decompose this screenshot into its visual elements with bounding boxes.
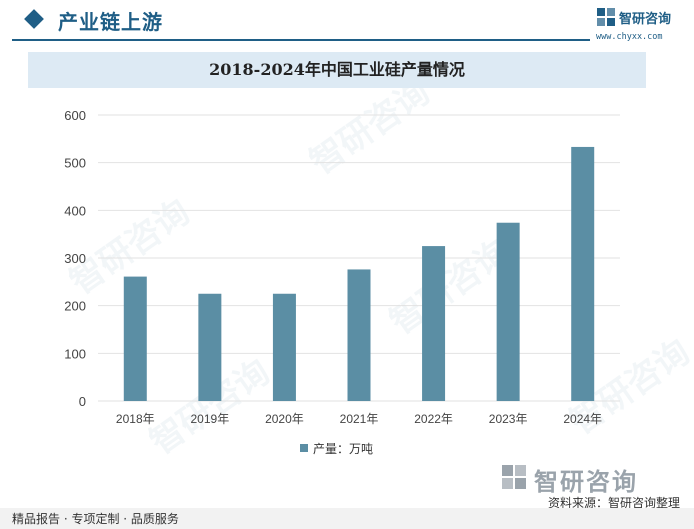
slogan: 精品报告 · 专项定制 · 品质服务 — [12, 512, 179, 526]
section-title: 产业链上游 — [58, 10, 163, 34]
bottom-bar: 精品报告 · 专项定制 · 品质服务 — [0, 508, 694, 529]
bar — [123, 276, 147, 401]
bar — [272, 293, 296, 401]
chart-title-bar: 2018-2024年中国工业硅产量情况 — [28, 52, 646, 88]
header-divider — [12, 39, 590, 41]
data-source: 资料来源：智研咨询整理 — [547, 496, 680, 510]
brand-logo: 智研咨询 www.chyxx.com — [596, 6, 692, 42]
y-tick-label: 400 — [64, 203, 86, 218]
bar — [347, 269, 371, 401]
y-tick-label: 0 — [79, 394, 86, 409]
brand-url: www.chyxx.com — [596, 32, 663, 42]
diamond-icon — [24, 9, 44, 29]
x-tick-label: 2019年 — [191, 412, 230, 426]
bars — [123, 146, 595, 401]
x-axis-ticks: 2018年 2019年 2020年 2021年 2022年 2023年 2024年 — [116, 412, 602, 426]
y-tick-label: 300 — [64, 251, 86, 266]
footer-logo-text: 智研咨询 — [534, 468, 638, 496]
y-tick-label: 200 — [64, 299, 86, 314]
bar-chart: 0 100 200 300 400 500 600 2018年 2019年 2020年 2021年… — [64, 108, 620, 426]
x-tick-label: 2018年 — [116, 412, 155, 426]
page-header: 产业链上游 — [0, 0, 694, 44]
y-tick-label: 500 — [64, 156, 86, 171]
bar — [422, 246, 446, 401]
legend-swatch — [300, 444, 308, 452]
x-tick-label: 2024年 — [563, 412, 602, 426]
footer-logo-icon — [502, 465, 526, 489]
x-tick-label: 2020年 — [265, 412, 304, 426]
brand-name: 智研咨询 — [619, 12, 672, 27]
x-tick-label: 2021年 — [340, 412, 379, 426]
legend: 产量：万吨 — [300, 440, 373, 456]
bar — [571, 146, 595, 401]
brand-logo-icon — [597, 8, 615, 26]
footer-logo: 智研咨询 — [500, 463, 670, 496]
y-axis-ticks: 0 100 200 300 400 500 600 — [64, 108, 86, 409]
bar — [496, 222, 520, 401]
x-tick-label: 2022年 — [414, 412, 453, 426]
legend-label: 产量：万吨 — [313, 441, 374, 456]
y-tick-label: 600 — [64, 108, 86, 123]
x-tick-label: 2023年 — [489, 412, 528, 426]
y-tick-label: 100 — [64, 346, 86, 361]
bar — [198, 293, 222, 401]
chart-title: 2018-2024年中国工业硅产量情况 — [209, 60, 465, 79]
